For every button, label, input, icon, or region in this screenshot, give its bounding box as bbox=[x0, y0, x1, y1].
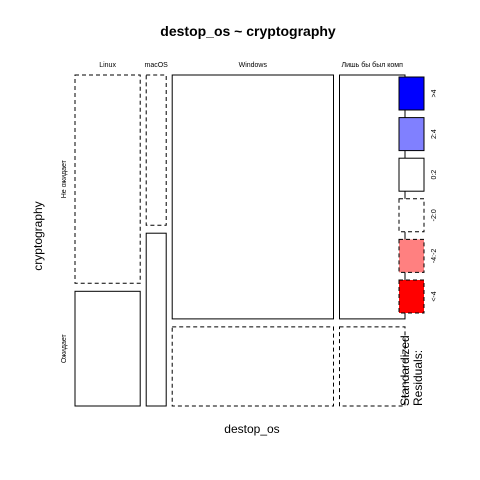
mosaic-tile bbox=[171, 74, 334, 320]
x-axis-title: destop_os bbox=[224, 422, 279, 436]
mosaic-tile bbox=[145, 232, 167, 407]
legend-title-line1: Standardized bbox=[398, 335, 412, 406]
legend-swatch bbox=[398, 157, 425, 192]
legend-bin-label: 0:2 bbox=[431, 170, 438, 180]
column-label: Linux bbox=[99, 62, 116, 69]
legend-swatch bbox=[398, 76, 425, 111]
mosaic-tile bbox=[74, 290, 141, 407]
legend-title-line2: Residuals: bbox=[411, 350, 425, 406]
legend-bin-label: -4:-2 bbox=[431, 249, 438, 264]
column-label: Windows bbox=[239, 62, 268, 69]
legend-swatch bbox=[398, 279, 425, 314]
mosaic-tile bbox=[339, 326, 406, 407]
column-label: Лишь бы был комп bbox=[341, 61, 403, 69]
row-label: Не ожидает bbox=[61, 159, 68, 198]
mosaic-tile bbox=[145, 74, 167, 226]
column-labels: Linux macOS Windows Лишь бы был комп bbox=[99, 61, 403, 69]
mosaic-tile bbox=[339, 74, 406, 320]
legend-bin-label: >4 bbox=[431, 89, 438, 97]
legend-bin-label: -2:0 bbox=[431, 209, 438, 221]
mosaic-tiles bbox=[74, 74, 406, 407]
legend-bin-label: 2:4 bbox=[431, 129, 438, 139]
row-label: Ожидает bbox=[61, 333, 68, 363]
row-labels: Не ожидает Ожидает bbox=[61, 159, 68, 363]
column-label: macOS bbox=[145, 62, 169, 69]
y-axis-title: cryptography bbox=[31, 201, 45, 270]
legend-swatch bbox=[398, 238, 425, 273]
mosaic-tile bbox=[171, 326, 334, 407]
legend-bin-label: <-4 bbox=[431, 291, 438, 301]
mosaic-tile bbox=[74, 74, 141, 284]
residual-legend: >4 2:4 0:2 -2:0 -4:-2 <-4 bbox=[398, 76, 438, 314]
chart-title: destop_os ~ cryptography bbox=[160, 23, 336, 39]
legend-swatch bbox=[398, 117, 425, 152]
legend-swatch bbox=[398, 198, 425, 233]
